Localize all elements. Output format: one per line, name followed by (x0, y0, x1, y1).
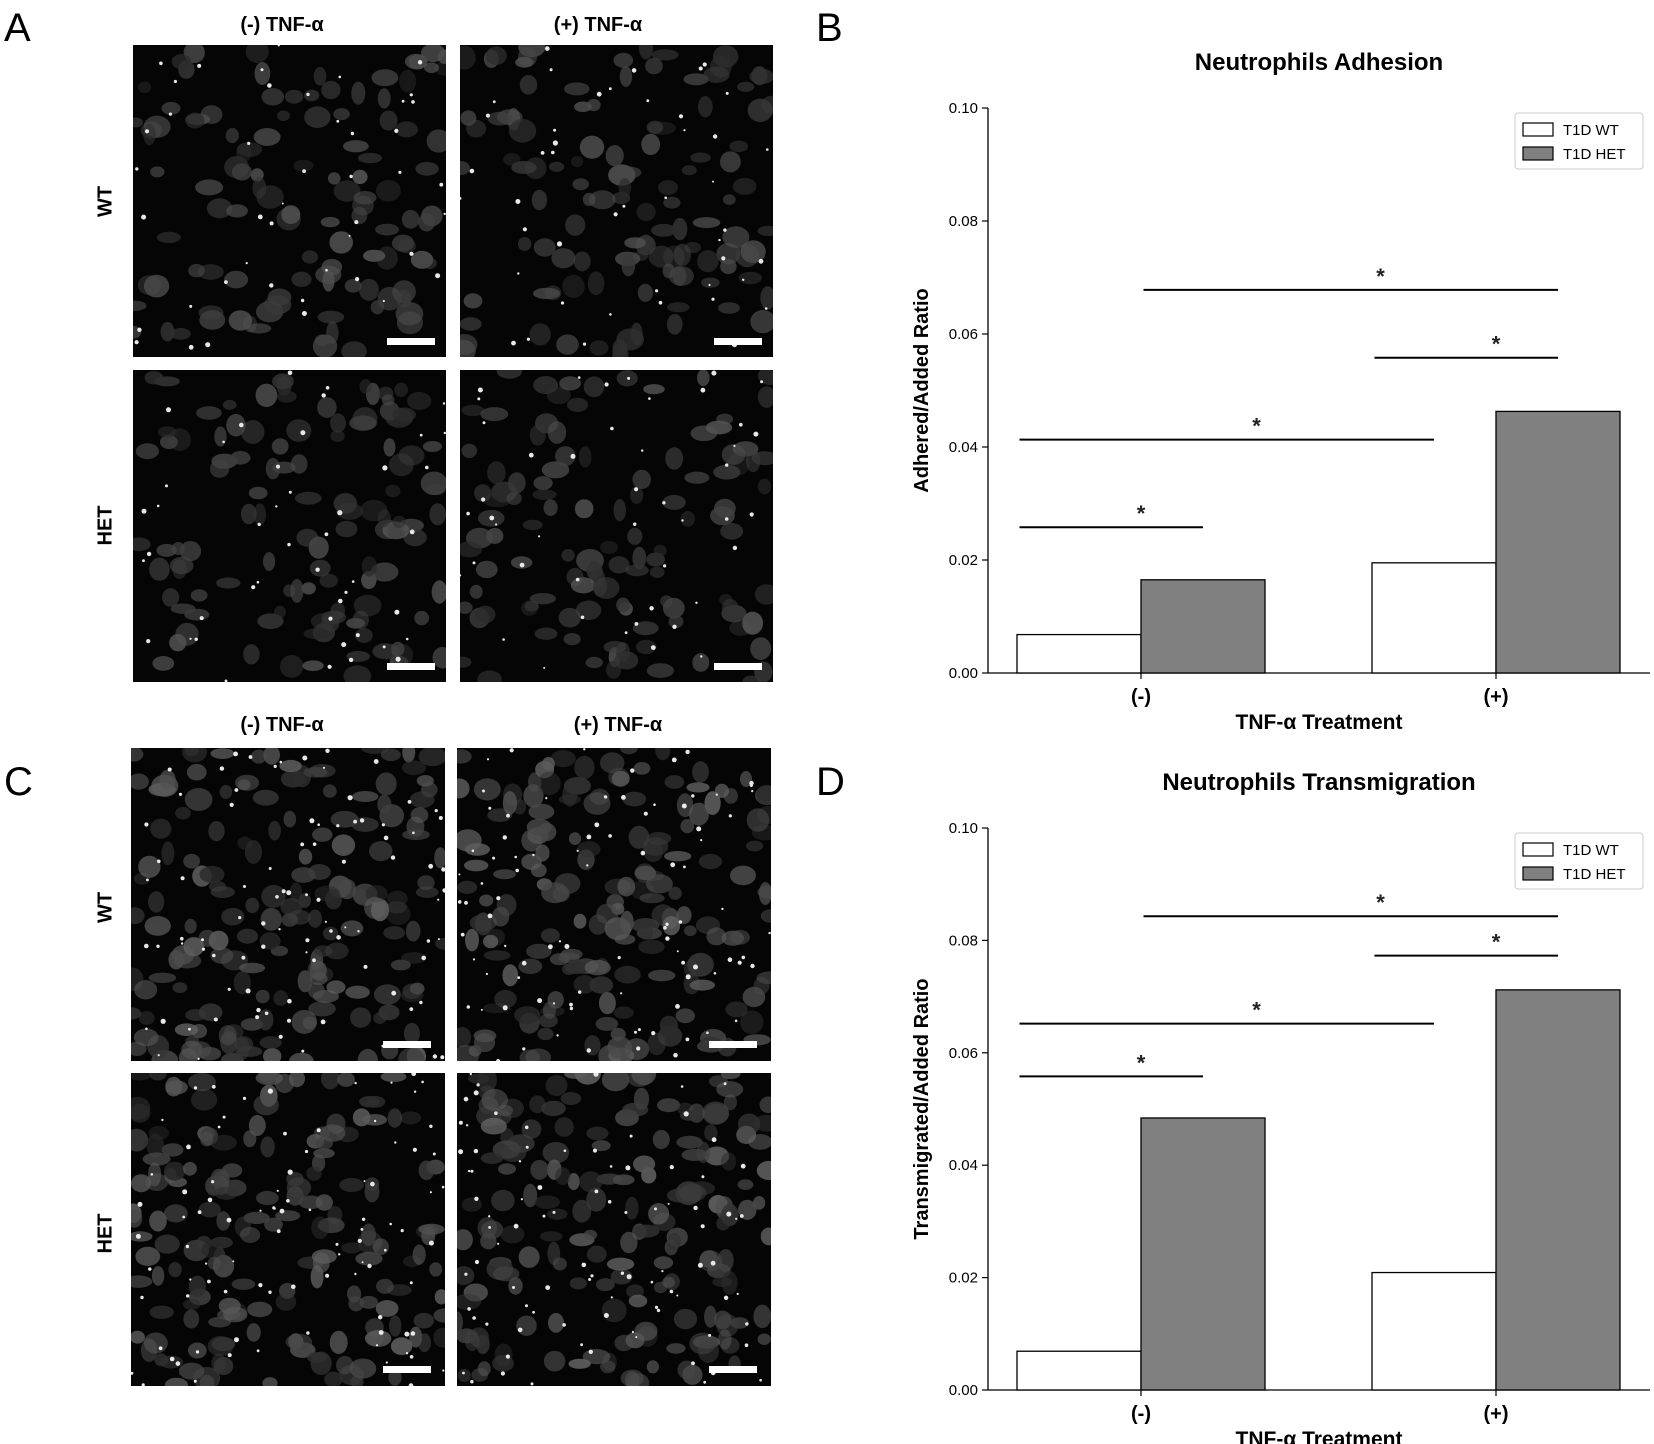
y-tick-label: 0.02 (949, 1270, 978, 1287)
bar-wt (1016, 633, 1142, 674)
micro-col-header-minus: (-) TNF-α (240, 14, 324, 36)
x-axis-label: TNF-α Treatment (1236, 1428, 1403, 1444)
bar-wt (1016, 1350, 1142, 1391)
micrograph-a-het-minus (133, 370, 446, 682)
y-tick-label: 0.06 (949, 326, 978, 343)
micrograph-c-het-minus (131, 1073, 445, 1386)
bar-het (1495, 410, 1621, 674)
y-tick-label: 0.02 (949, 552, 978, 569)
y-tick-label: 0.06 (949, 1045, 978, 1062)
y-tick-label: 0.00 (949, 665, 978, 682)
legend-swatch-wt (1522, 122, 1554, 137)
scale-bar (387, 338, 435, 345)
micrograph-a-het-plus (460, 370, 773, 682)
micro-row-header-het: HET (94, 505, 117, 546)
y-axis-label: Adhered/Added Ratio (911, 288, 933, 492)
micro-row-header-wt: WT (94, 185, 117, 218)
panel-label-b: B (816, 6, 843, 50)
x-tick-label: (+) (1484, 1403, 1509, 1425)
scale-bar (383, 1366, 431, 1373)
scale-bar (709, 1366, 757, 1373)
x-axis-label: TNF-α Treatment (1236, 711, 1403, 734)
scale-bar (709, 1041, 757, 1048)
legend-label-wt: T1D WT (1563, 842, 1619, 859)
significance-star: * (1137, 1050, 1146, 1075)
panel-label-a: A (4, 6, 31, 50)
legend-label-het: T1D HET (1563, 866, 1626, 883)
panel-label-c: C (4, 760, 33, 804)
micrograph-a-wt-minus (133, 45, 446, 357)
micrograph-c-wt-plus (457, 748, 771, 1061)
scale-bar (714, 663, 762, 670)
legend-swatch-wt (1522, 842, 1554, 857)
scale-bar (383, 1041, 431, 1048)
scale-bar (714, 338, 762, 345)
x-tick-label: (-) (1131, 1403, 1151, 1425)
significance-star: * (1137, 501, 1146, 526)
significance-star: * (1376, 264, 1385, 289)
micro-row-header-het-c: HET (94, 1213, 117, 1254)
micrograph-c-wt-minus (131, 748, 445, 1061)
bar-wt (1371, 1271, 1497, 1391)
chart-neutrophils-transmigration: Neutrophils Transmigration 0.00 0.02 0.04 0.… (911, 769, 1650, 1444)
bar-het (1140, 579, 1266, 674)
micro-col-header-plus-c: (+) TNF-α (573, 714, 663, 736)
y-tick-label: 0.04 (949, 439, 978, 456)
chart-title: Neutrophils Adhesion (1195, 49, 1443, 76)
y-tick-label: 0.10 (949, 820, 978, 837)
chart-neutrophils-adhesion: Neutrophils Adhesion 0.00 0.02 0.04 0.06 0.08… (911, 49, 1650, 734)
legend-swatch-het (1522, 866, 1554, 881)
y-tick-label: 0.08 (949, 932, 978, 949)
significance-star: * (1252, 998, 1261, 1023)
y-axis-label: Transmigrated/Added Ratio (911, 978, 933, 1239)
micrograph-c-het-plus (457, 1073, 771, 1386)
scale-bar (387, 663, 435, 670)
micrograph-a-wt-plus (460, 45, 773, 357)
legend-label-wt: T1D WT (1563, 122, 1619, 139)
y-tick-label: 0.08 (949, 213, 978, 230)
micro-col-header-minus-c: (-) TNF-α (240, 714, 324, 736)
chart-title: Neutrophils Transmigration (1162, 769, 1475, 796)
legend-label-het: T1D HET (1563, 146, 1626, 163)
micro-col-header-plus: (+) TNF-α (553, 14, 643, 36)
significance-star: * (1492, 930, 1501, 955)
panel-label-d: D (816, 760, 845, 804)
bar-het (1495, 989, 1621, 1391)
significance-star: * (1376, 890, 1385, 915)
bar-wt (1371, 562, 1497, 674)
y-tick-label: 0.04 (949, 1157, 978, 1174)
y-tick-label: 0.10 (949, 100, 978, 117)
significance-star: * (1252, 414, 1261, 439)
legend-swatch-het (1522, 146, 1554, 161)
micro-row-header-wt-c: WT (94, 891, 117, 924)
y-tick-label: 0.00 (949, 1382, 978, 1399)
x-tick-label: (+) (1484, 686, 1509, 708)
bar-het (1140, 1117, 1266, 1391)
x-tick-label: (-) (1131, 686, 1151, 708)
significance-star: * (1492, 332, 1501, 357)
